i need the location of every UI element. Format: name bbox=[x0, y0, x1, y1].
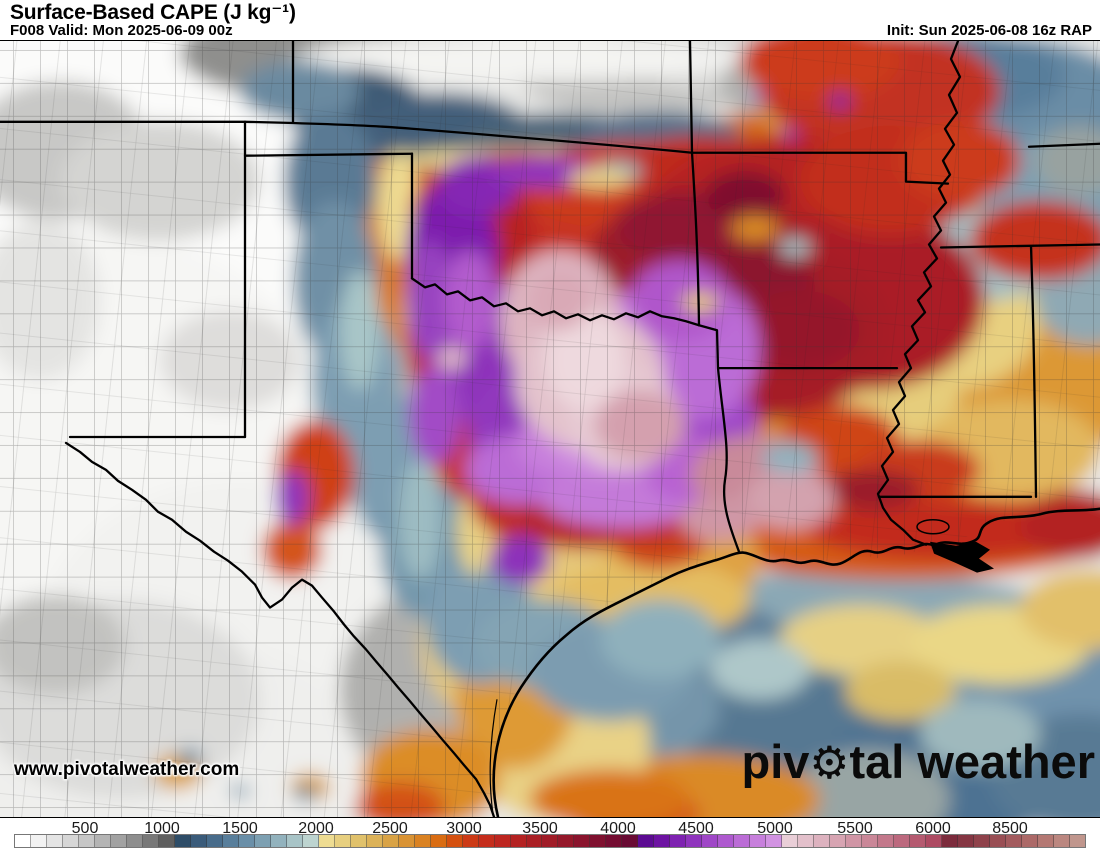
colorbar-cell bbox=[718, 835, 735, 847]
colorbar-tick-label: 4500 bbox=[678, 820, 714, 837]
colorbar-cell bbox=[62, 835, 79, 847]
colorbar-footer: 500 1000 1500 2000 2500 3000 3500 4000 4500 5000 5… bbox=[0, 818, 1100, 850]
colorbar-tick-label: 500 bbox=[71, 820, 99, 837]
colorbar-cell bbox=[798, 835, 815, 847]
colorbar-cell bbox=[494, 835, 511, 847]
colorbar-cell bbox=[702, 835, 719, 847]
colorbar-tick-label: 6000 bbox=[915, 820, 951, 837]
colorbar-cell bbox=[990, 835, 1007, 847]
colorbar-cell bbox=[782, 835, 799, 847]
colorbar-cell bbox=[334, 835, 351, 847]
colorbar-cell bbox=[862, 835, 879, 847]
colorbar-cell bbox=[30, 835, 47, 847]
colorbar-cell bbox=[750, 835, 767, 847]
colorbar-cell bbox=[446, 835, 463, 847]
init-time-label: Init: Sun 2025-06-08 16z RAP bbox=[886, 22, 1092, 39]
page-title: Surface-Based CAPE (J kg⁻¹) bbox=[10, 1, 296, 24]
colorbar-cell bbox=[398, 835, 415, 847]
colorbar-cell bbox=[414, 835, 431, 847]
colorbar-cell bbox=[926, 835, 943, 847]
colorbar-cell bbox=[654, 835, 671, 847]
colorbar-tick-label: 3500 bbox=[522, 820, 558, 837]
colorbar-cell bbox=[206, 835, 223, 847]
colorbar-cell bbox=[350, 835, 367, 847]
colorbar-cell bbox=[574, 835, 591, 847]
colorbar-cell bbox=[478, 835, 495, 847]
colorbar-cell bbox=[1038, 835, 1054, 847]
colorbar-cell bbox=[846, 835, 863, 847]
colorbar-tick-label: 8500 bbox=[992, 820, 1028, 837]
colorbar-cell bbox=[734, 835, 751, 847]
colorbar-cell bbox=[382, 835, 399, 847]
coastline bbox=[489, 507, 1100, 817]
logo-text-piv: piv bbox=[741, 735, 810, 789]
colorbar-cell bbox=[462, 835, 479, 847]
colorbar-tick-label: 1000 bbox=[144, 820, 180, 837]
colorbar-cell bbox=[238, 835, 255, 847]
colorbar-cell bbox=[222, 835, 239, 847]
pivotal-weather-logo: piv⚙tal weather bbox=[742, 738, 1096, 787]
colorbar-cell bbox=[190, 835, 207, 847]
colorbar-cell bbox=[46, 835, 63, 847]
colorbar-tick-label: 3000 bbox=[446, 820, 482, 837]
colorbar-cell bbox=[286, 835, 303, 847]
cape-map: www.pivotalweather.com piv⚙tal weather bbox=[0, 40, 1100, 818]
colorbar-cell bbox=[1022, 835, 1038, 847]
colorbar-cell bbox=[318, 835, 335, 847]
colorbar-cell bbox=[638, 835, 655, 847]
colorbar-tick-label: 1500 bbox=[222, 820, 258, 837]
colorbar-cell bbox=[942, 835, 959, 847]
colorbar-cell bbox=[15, 835, 31, 847]
colorbar-tick-label: 4000 bbox=[600, 820, 636, 837]
colorbar-cell bbox=[1006, 835, 1023, 847]
colorbar bbox=[14, 834, 1086, 848]
colorbar-cell bbox=[174, 835, 191, 847]
colorbar-tick-label: 2000 bbox=[298, 820, 334, 837]
colorbar-tick-label: 2500 bbox=[372, 820, 408, 837]
colorbar-cell bbox=[670, 835, 687, 847]
colorbar-cell bbox=[686, 835, 703, 847]
colorbar-cell bbox=[270, 835, 287, 847]
colorbar-cell bbox=[430, 835, 447, 847]
colorbar-cell bbox=[558, 835, 575, 847]
colorbar-cell bbox=[158, 835, 175, 847]
colorbar-cell bbox=[974, 835, 991, 847]
colorbar-cell bbox=[126, 835, 143, 847]
colorbar-cell bbox=[622, 835, 639, 847]
colorbar-cell bbox=[110, 835, 127, 847]
colorbar-cell bbox=[526, 835, 543, 847]
header: Surface-Based CAPE (J kg⁻¹) F008 Valid: … bbox=[0, 0, 1100, 40]
colorbar-cell bbox=[254, 835, 271, 847]
colorbar-cell bbox=[366, 835, 383, 847]
colorbar-cell bbox=[542, 835, 559, 847]
colorbar-cell bbox=[510, 835, 527, 847]
gear-icon: ⚙ bbox=[809, 739, 850, 789]
colorbar-cell bbox=[590, 835, 607, 847]
colorbar-cell bbox=[302, 835, 319, 847]
colorbar-cell bbox=[142, 835, 159, 847]
valid-time-label: F008 Valid: Mon 2025-06-09 00z bbox=[10, 22, 233, 39]
colorbar-cell bbox=[1053, 835, 1070, 847]
colorbar-cell bbox=[910, 835, 927, 847]
colorbar-cell bbox=[94, 835, 111, 847]
watermark-url: www.pivotalweather.com bbox=[14, 759, 240, 780]
colorbar-cell bbox=[894, 835, 911, 847]
colorbar-cell bbox=[814, 835, 831, 847]
colorbar-cell bbox=[958, 835, 975, 847]
colorbar-cell bbox=[606, 835, 623, 847]
state-borders bbox=[0, 41, 1100, 817]
colorbar-tick-label: 5500 bbox=[837, 820, 873, 837]
colorbar-tick-labels: 500 1000 1500 2000 2500 3000 3500 4000 4500 5000 5… bbox=[0, 819, 1100, 837]
colorbar-tick-label: 5000 bbox=[757, 820, 793, 837]
cape-map-svg bbox=[0, 41, 1100, 817]
colorbar-cell bbox=[78, 835, 95, 847]
colorbar-cell bbox=[1069, 835, 1085, 847]
colorbar-cell bbox=[878, 835, 895, 847]
colorbar-cell bbox=[830, 835, 847, 847]
colorbar-cell bbox=[766, 835, 783, 847]
logo-text-tal-weather: tal weather bbox=[849, 735, 1095, 789]
